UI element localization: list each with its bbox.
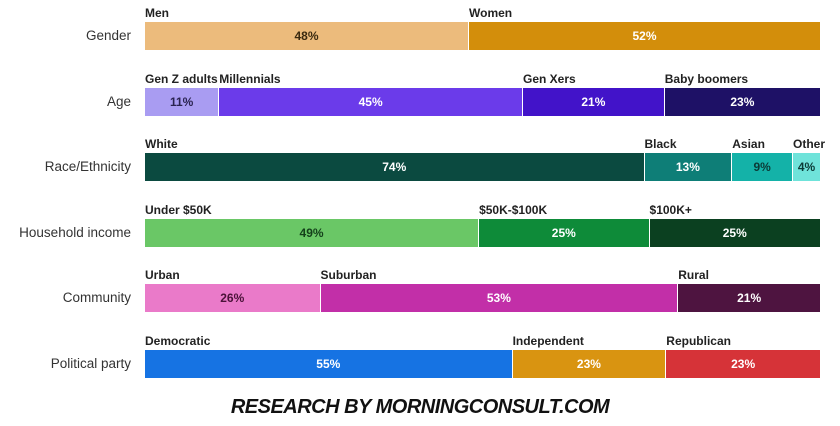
segment-category-label: Suburban	[320, 268, 377, 282]
row-label: Age	[106, 93, 131, 109]
bar-segment: 26%	[145, 284, 321, 312]
bar-segment: 52%	[469, 22, 820, 50]
row-label: Community	[62, 290, 131, 305]
segment-category-label: $100K+	[649, 202, 692, 217]
row-label: Race/Ethnicity	[44, 159, 131, 174]
bar-segment: 74%	[145, 153, 645, 181]
segment-value-label: 25%	[551, 225, 576, 240]
segment-category-label: Republican	[666, 333, 731, 348]
segment-category-label: Asian	[732, 137, 765, 151]
bar-segment: 23%	[512, 349, 667, 378]
segment-category-label: Democratic	[145, 333, 211, 348]
row-label: Political party	[50, 355, 131, 371]
bar-segment: 25%	[479, 218, 650, 247]
bar-segment: 49%	[145, 218, 480, 247]
segment-category-label: Women	[469, 6, 513, 20]
bar-segment: 4%	[793, 153, 820, 181]
segment-value-label: 53%	[486, 291, 511, 305]
segment-category-label: Millennials	[219, 71, 281, 86]
segment-value-label: 49%	[299, 225, 324, 240]
bar-segment: 48%	[145, 22, 469, 50]
segment-value-label: 11%	[169, 94, 194, 109]
bar-segment: 21%	[678, 284, 820, 312]
segment-category-label: Rural	[678, 268, 709, 282]
segment-category-label: Other	[793, 137, 826, 151]
segment-value-label: 23%	[576, 356, 601, 371]
segment-category-label: Black	[644, 137, 677, 151]
segment-category-label: White	[145, 137, 178, 151]
bar-segment: 53%	[320, 284, 679, 312]
bar-segment: 25%	[649, 218, 820, 247]
segment-value-label: 25%	[722, 225, 747, 240]
segment-value-label: 26%	[220, 291, 245, 305]
segment-value-label: 4%	[797, 160, 816, 174]
segment-value-label: 9%	[753, 160, 771, 174]
bar-segment: 11%	[145, 87, 220, 116]
segment-value-label: 23%	[730, 94, 755, 109]
segment-value-label: 21%	[581, 94, 606, 109]
row-label: Household income	[19, 224, 131, 240]
segment-category-label: Gen Xers	[523, 71, 576, 86]
bar-segment: 23%	[664, 87, 820, 116]
segment-value-label: 74%	[382, 160, 407, 174]
segment-category-label: Urban	[145, 268, 180, 282]
segment-value-label: 23%	[731, 356, 756, 371]
segment-value-label: 13%	[675, 160, 700, 174]
bar-segment: 13%	[644, 153, 733, 181]
bar-segment: 45%	[219, 87, 523, 116]
segment-value-label: 55%	[316, 356, 341, 371]
segment-category-label: $50K-$100K	[479, 202, 548, 217]
segment-category-label: Under $50K	[145, 202, 212, 217]
bar-segment: 9%	[732, 153, 793, 181]
segment-category-label: Independent	[512, 333, 584, 348]
segment-value-label: 52%	[632, 29, 657, 43]
bar-segment: 23%	[666, 349, 820, 378]
segment-category-label: Baby boomers	[664, 71, 749, 86]
row-label: Gender	[85, 28, 131, 43]
segment-value-label: 21%	[737, 291, 762, 305]
segment-value-label: 45%	[358, 94, 383, 109]
segment-category-label: Gen Z adults	[145, 71, 218, 86]
segment-value-label: 48%	[294, 29, 319, 43]
segment-category-label: Men	[145, 6, 169, 20]
bar-segment: 55%	[145, 349, 513, 378]
source-credit: RESEARCH BY MORNINGCONSULT.COM	[230, 396, 610, 418]
bar-segment: 21%	[523, 87, 665, 116]
